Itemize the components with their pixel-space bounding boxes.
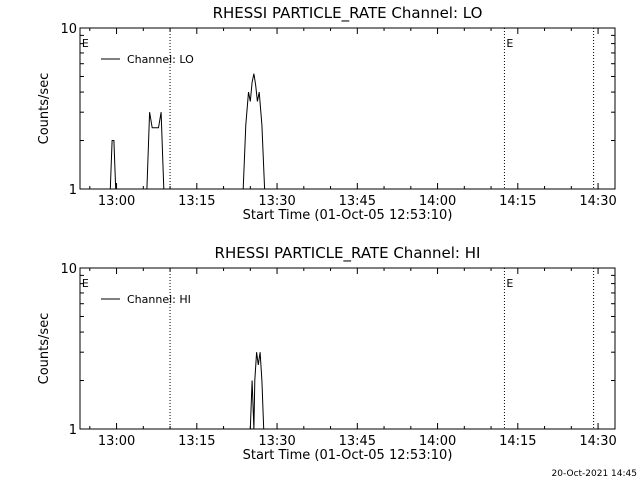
x-tick-label: 13:00 — [98, 194, 135, 209]
y-tick-label: 10 — [60, 262, 77, 277]
series-line — [109, 73, 266, 190]
event-marker-label: E — [82, 277, 89, 290]
panel-lo: RHESSI PARTICLE_RATE Channel: LO 13:00 13:… — [37, 4, 617, 223]
x-tick-label: 13:45 — [339, 194, 376, 209]
x-tick-label: 14:00 — [419, 434, 456, 449]
y-tick-label: 10 — [60, 22, 77, 37]
x-tick-label: 14:30 — [579, 434, 616, 449]
plot-timestamp: 20-Oct-2021 14:45 — [552, 469, 637, 479]
x-tick-label: 13:15 — [178, 194, 215, 209]
x-tick-label: 14:00 — [419, 194, 456, 209]
y-axis-label: Counts/sec — [37, 313, 52, 385]
chart-title: RHESSI PARTICLE_RATE Channel: HI — [215, 244, 481, 263]
x-tick-label: 13:30 — [258, 434, 295, 449]
x-tick-label: 13:30 — [258, 194, 295, 209]
panel-hi: RHESSI PARTICLE_RATE Channel: HI 13:00 13:… — [37, 244, 617, 463]
legend-label: Channel: HI — [127, 293, 191, 306]
y-axis-label: Counts/sec — [37, 73, 52, 145]
event-marker-label: E — [506, 37, 513, 50]
plot-frame — [79, 267, 616, 430]
y-tick-label: 1 — [69, 423, 77, 438]
series-line — [249, 352, 265, 430]
x-tick-label: 14:30 — [579, 194, 616, 209]
x-axis-label: Start Time (01-Oct-05 12:53:10) — [243, 448, 453, 463]
event-marker-label: E — [506, 277, 513, 290]
legend-label: Channel: LO — [127, 53, 194, 66]
x-tick-label: 14:15 — [499, 434, 536, 449]
plot-frame — [79, 27, 616, 190]
x-tick-label: 13:45 — [339, 434, 376, 449]
x-tick-label: 13:00 — [98, 434, 135, 449]
y-tick-label: 1 — [69, 183, 77, 198]
x-tick-label: 13:15 — [178, 434, 215, 449]
event-marker-label: E — [82, 37, 89, 50]
x-tick-label: 14:15 — [499, 194, 536, 209]
chart-title: RHESSI PARTICLE_RATE Channel: LO — [213, 4, 483, 23]
x-axis-label: Start Time (01-Oct-05 12:53:10) — [243, 208, 453, 223]
